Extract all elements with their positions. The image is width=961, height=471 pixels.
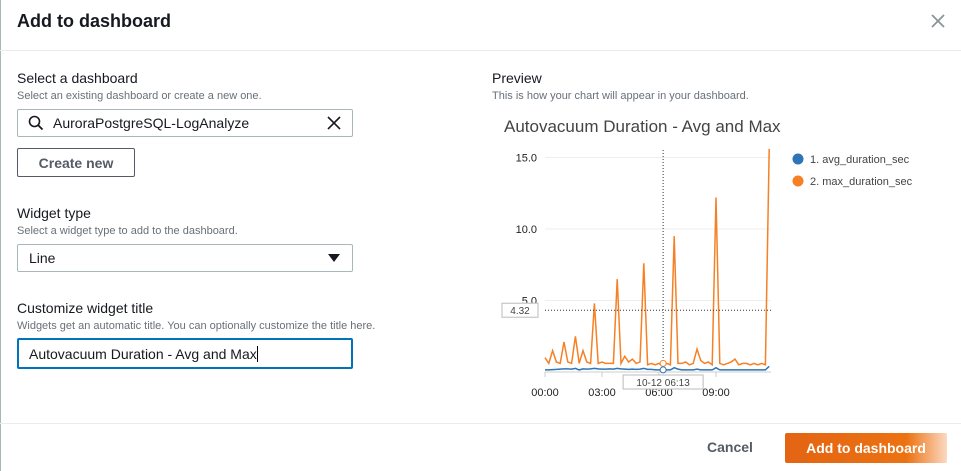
- header-divider: [0, 50, 961, 51]
- widget-title-label: Customize widget title: [17, 300, 154, 316]
- clear-icon[interactable]: [327, 116, 341, 130]
- dialog-title: Add to dashboard: [17, 11, 171, 31]
- dashboard-label: Select a dashboard: [17, 70, 138, 86]
- cancel-button[interactable]: Cancel: [707, 439, 753, 455]
- legend-swatch: [792, 175, 804, 187]
- widget-type-description: Select a widget type to add to the dashb…: [17, 225, 238, 237]
- crosshair-marker: [659, 359, 667, 367]
- preview-chart: 5.010.015.000:00 03:00 06:00 09:001. avg_du…: [501, 148, 913, 399]
- chart-title: Autovacuum Duration - Avg and Max: [504, 117, 781, 136]
- crosshair-y-label: 4.32: [510, 306, 530, 317]
- crosshair-x-label: 10-12 06:13: [636, 378, 690, 389]
- x-tick-label: 00:00: [531, 387, 559, 399]
- legend-label: 1. avg_duration_sec: [810, 154, 910, 166]
- crosshair-x-box: [622, 374, 704, 390]
- dashboard-search-value: AuroraPostgreSQL-LogAnalyze: [53, 115, 250, 131]
- close-icon[interactable]: [927, 10, 949, 32]
- widget-type-label: Widget type: [17, 205, 91, 221]
- y-tick-label: 10.0: [516, 224, 537, 236]
- legend-swatch: [792, 153, 804, 165]
- widget-title-value: Autovacuum Duration - Avg and Max: [29, 345, 258, 362]
- legend-label: 2. max_duration_sec: [810, 176, 913, 188]
- caret-down-icon: [328, 254, 340, 262]
- add-to-dashboard-button[interactable]: Add to dashboard: [785, 433, 947, 463]
- footer-divider: [0, 423, 961, 424]
- series-line-1: [545, 365, 770, 371]
- widget-title-description: Widgets get an automatic title. You can …: [17, 320, 376, 332]
- x-tick-label: 06:00: [645, 387, 673, 399]
- search-icon: [28, 115, 44, 131]
- widget-type-select[interactable]: Line: [17, 244, 353, 272]
- dashboard-search-input[interactable]: AuroraPostgreSQL-LogAnalyze: [17, 109, 353, 137]
- create-new-button[interactable]: Create new: [17, 148, 135, 177]
- x-tick-label: 03:00: [588, 387, 616, 399]
- preview-label: Preview: [492, 70, 542, 86]
- crosshair-marker: [659, 366, 667, 374]
- crosshair-y-box: [501, 302, 539, 318]
- y-tick-label: 15.0: [516, 153, 537, 165]
- dashboard-description: Select an existing dashboard or create a…: [17, 90, 262, 102]
- x-tick-label: 09:00: [702, 387, 730, 399]
- widget-type-value: Line: [29, 250, 56, 266]
- widget-title-input[interactable]: Autovacuum Duration - Avg and Max: [17, 338, 353, 369]
- series-line-2: [544, 148, 770, 368]
- preview-description: This is how your chart will appear in yo…: [492, 90, 749, 102]
